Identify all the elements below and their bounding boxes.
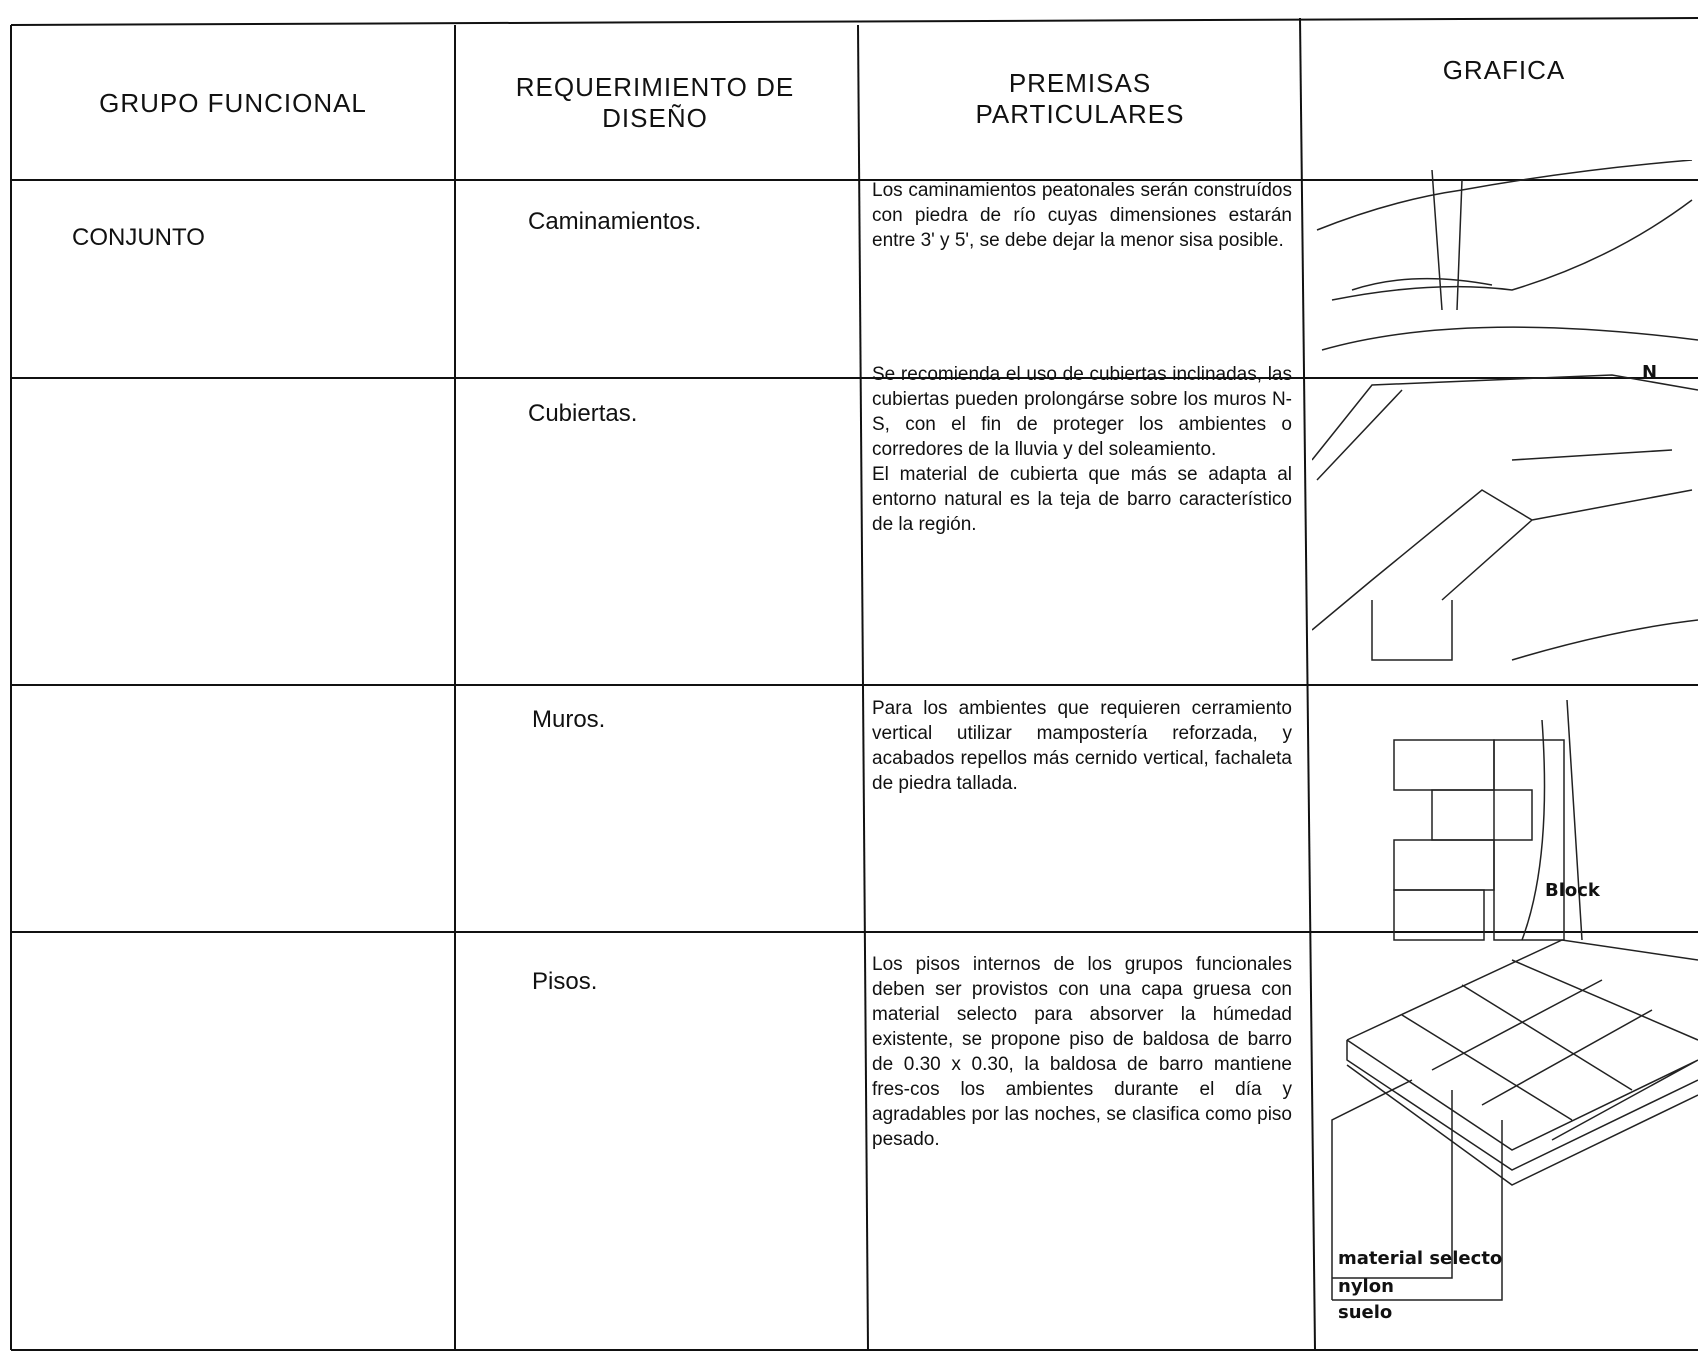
paragraph: Los caminamientos peatonales serán const… <box>872 180 1292 251</box>
requirement: Pisos. <box>532 968 598 995</box>
graphic-label: suelo <box>1338 1302 1393 1323</box>
premises: Los pisos internos de los grupos funcion… <box>872 952 1292 1152</box>
graphic-label: Block <box>1545 880 1600 901</box>
premises: Los caminamientos peatonales serán const… <box>872 178 1292 253</box>
premises: Se recomienda el uso de cubiertas inclin… <box>872 362 1292 537</box>
graphic-label: N <box>1642 362 1658 383</box>
requirement: Cubiertas. <box>528 400 638 427</box>
premises: Para los ambientes que requieren cerrami… <box>872 696 1292 796</box>
graphic-label: nylon <box>1338 1276 1394 1297</box>
requirement: Caminamientos. <box>528 208 702 235</box>
paragraph: Se recomienda el uso de cubiertas inclin… <box>872 364 1292 460</box>
header: GRUPO FUNCIONAL <box>99 88 367 118</box>
requirement: Muros. <box>532 706 606 733</box>
header: GRAFICA <box>1442 55 1566 85</box>
group: CONJUNTO <box>72 224 205 251</box>
sketches <box>1312 160 1698 1301</box>
paragraph: Los pisos internos de los grupos funcion… <box>872 954 1292 1150</box>
header: REQUERIMIENTO DE DISEÑO <box>515 72 795 133</box>
graphic-label: material selecto <box>1338 1248 1503 1269</box>
header: PREMISAS PARTICULARES <box>975 68 1185 129</box>
paragraph: Para los ambientes que requieren cerrami… <box>872 698 1292 794</box>
paragraph: El material de cubierta que más se adapt… <box>872 464 1292 535</box>
